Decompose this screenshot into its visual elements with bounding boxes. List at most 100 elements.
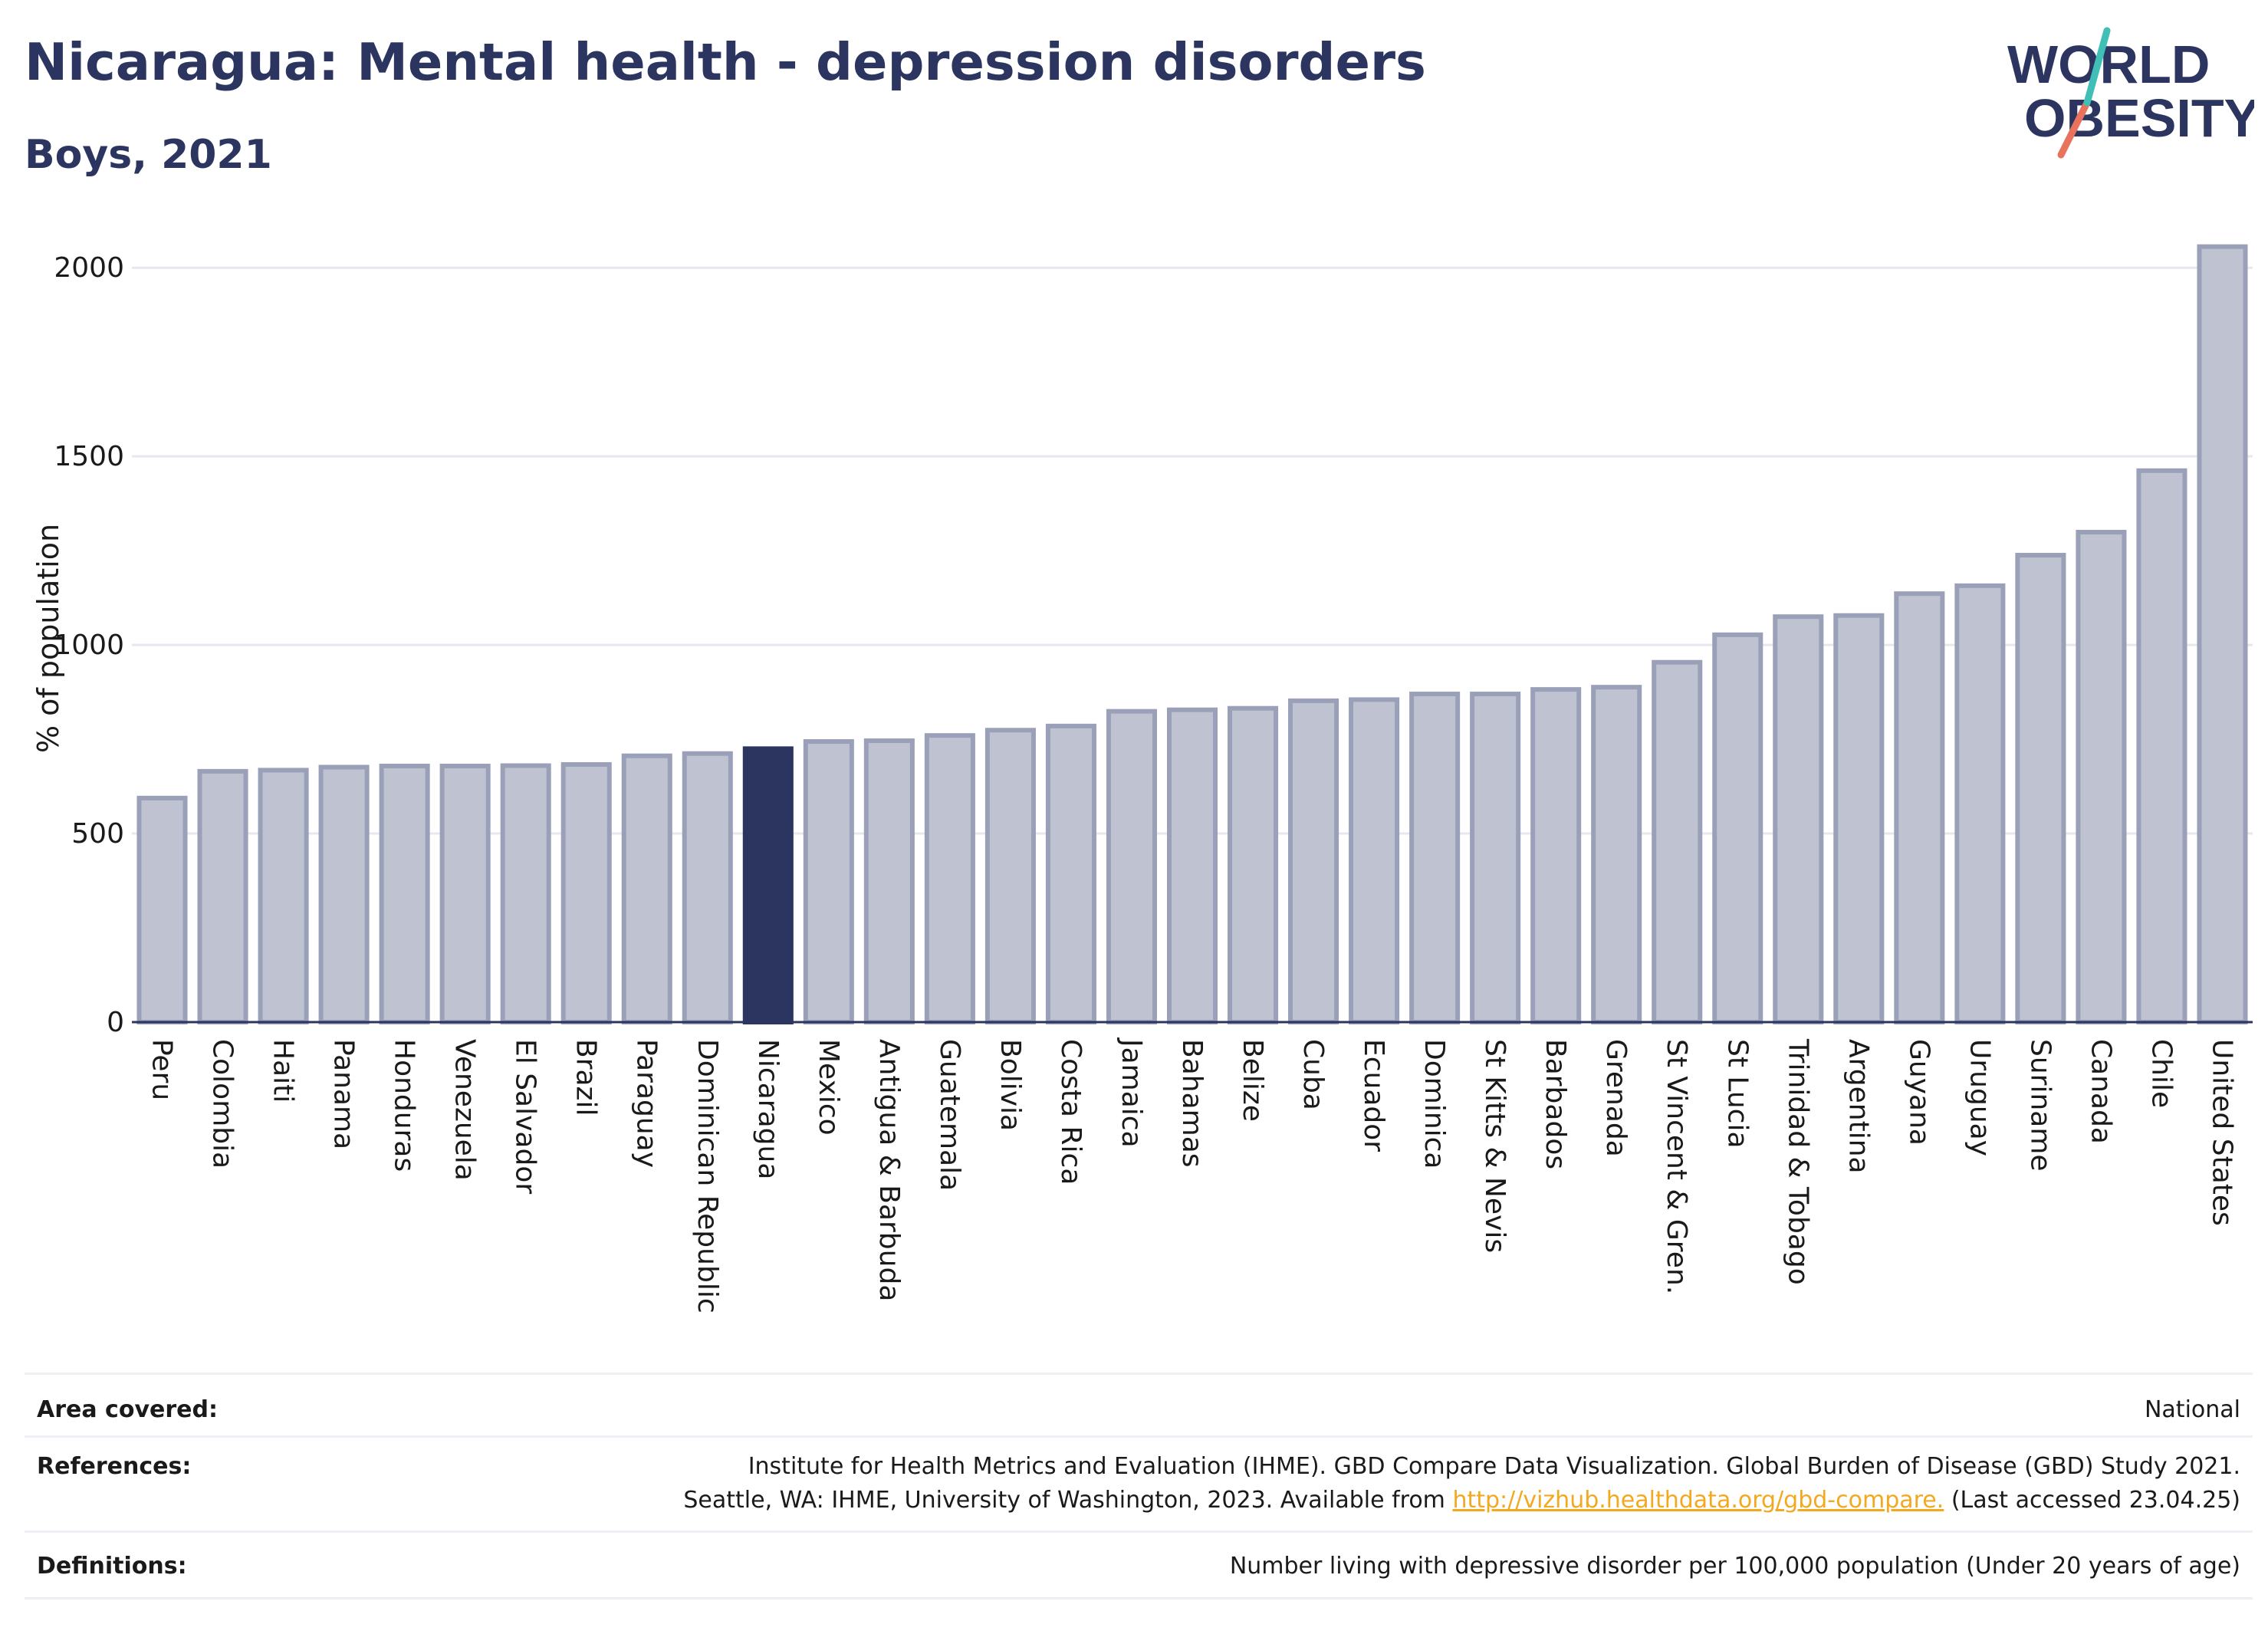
bar-bahamas [1166, 707, 1218, 1025]
y-axis-title: % of population [31, 524, 65, 753]
bar-st-kitts-nevis [1470, 692, 1521, 1024]
bar-colombia [197, 768, 248, 1025]
chart-title: Nicaragua: Mental health - depression di… [25, 32, 1426, 92]
bar-brazil [560, 762, 612, 1024]
y-tick-label: 0 [107, 1007, 124, 1038]
x-tick-label: Bahamas [1176, 1039, 1208, 1168]
x-tick-label: Bolivia [994, 1039, 1026, 1131]
x-tick-label: Costa Rica [1055, 1039, 1086, 1185]
bar-jamaica [1106, 709, 1158, 1024]
bar-bolivia [984, 728, 1036, 1024]
references-line1: Institute for Health Metrics and Evaluat… [748, 1453, 2240, 1480]
x-tick-label: Belize [1237, 1039, 1268, 1122]
bar-dominican-republic [682, 751, 733, 1024]
x-tick-label: Honduras [389, 1039, 420, 1172]
x-tick-label: Chile [2145, 1039, 2177, 1108]
bar-guyana [1894, 591, 1945, 1024]
y-tick-label: 1000 [54, 630, 124, 661]
area-covered-row: Area covered: National [25, 1373, 2253, 1438]
bar-peru [136, 795, 188, 1025]
references-line2-text: Seattle, WA: IHME, University of Washing… [683, 1487, 1453, 1514]
bar-chart: 0 500 1000 1500 2000 Peru Colombia Haiti Panama… [31, 244, 2253, 1313]
world-obesity-logo: WORLD OBESITY [2007, 27, 2254, 159]
references-link[interactable]: http://vizhub.healthdata.org/gbd-compare… [1452, 1487, 1944, 1514]
x-tick-label: Nicaragua [752, 1039, 784, 1179]
bar-panama [318, 764, 370, 1024]
bar-chile [2136, 468, 2187, 1024]
x-tick-label: Haiti [268, 1039, 299, 1103]
x-tick-label: Venezuela [449, 1039, 481, 1181]
x-tick-label: St Kitts & Nevis [1479, 1039, 1510, 1253]
references-value: Institute for Health Metrics and Evaluat… [683, 1450, 2240, 1517]
x-tick-label: St Lucia [1721, 1039, 1753, 1149]
x-tick-label: Dominica [1418, 1039, 1450, 1169]
bar-uruguay [1954, 583, 2006, 1024]
bar-guatemala [924, 733, 975, 1025]
references-label: References: [37, 1453, 192, 1480]
bars [136, 244, 2248, 1025]
x-tick-label: Antigua & Barbuda [873, 1039, 905, 1301]
x-tick-label: Guyana [1903, 1039, 1934, 1146]
y-tick-label: 2000 [54, 252, 124, 284]
x-tick-label: Brazil [570, 1039, 602, 1116]
bar-haiti [258, 768, 309, 1024]
x-tick-label: El Salvador [510, 1039, 541, 1194]
bar-trinidad-tobago [1773, 614, 1824, 1024]
bar-belize [1227, 705, 1279, 1024]
references-line2: Seattle, WA: IHME, University of Washing… [683, 1484, 2240, 1517]
x-tick-label: Argentina [1842, 1039, 1874, 1174]
bar-united-states [2197, 244, 2248, 1024]
x-tick-label: Barbados [1540, 1039, 1571, 1169]
x-tick-label: Canada [2085, 1039, 2116, 1144]
x-tick-label: Jamaica [1116, 1037, 1147, 1148]
bar-dominica [1409, 692, 1461, 1024]
bar-paraguay [621, 753, 672, 1024]
bar-canada [2076, 530, 2127, 1024]
x-tick-label: Dominican Republic [692, 1039, 723, 1313]
y-axis-ticks: 0 500 1000 1500 2000 [54, 252, 124, 1038]
bar-cuba [1288, 698, 1339, 1024]
bar-grenada [1591, 685, 1642, 1025]
bar-st-lucia [1712, 632, 1763, 1024]
x-tick-label: Guatemala [934, 1039, 965, 1191]
bar-honduras [379, 763, 430, 1024]
x-tick-label: Peru [146, 1039, 178, 1100]
bar-antigua-barbuda [863, 738, 915, 1024]
bar-barbados [1530, 687, 1582, 1024]
bar-venezuela [439, 763, 491, 1024]
x-tick-label: Cuba [1297, 1039, 1329, 1110]
x-axis-labels: Peru Colombia Haiti Panama Honduras Venezuela… [146, 1037, 2238, 1313]
x-tick-label: Suriname [2024, 1039, 2056, 1172]
bar-ecuador [1349, 697, 1400, 1025]
area-covered-value: National [2144, 1396, 2240, 1423]
bar-suriname [2015, 553, 2066, 1024]
x-tick-label: Colombia [207, 1039, 238, 1169]
bar-st-vincent-gren- [1652, 659, 1703, 1024]
y-tick-label: 1500 [54, 441, 124, 472]
logo-line1: WORLD [2007, 35, 2210, 94]
area-covered-label: Area covered: [37, 1396, 218, 1423]
definitions-label: Definitions: [37, 1553, 187, 1580]
bar-nicaragua [742, 746, 794, 1024]
bar-mexico [803, 739, 854, 1024]
x-tick-label: Uruguay [1964, 1039, 1995, 1156]
references-row: References: Institute for Health Metrics… [25, 1435, 2253, 1533]
logo-line2: OBESITY [2024, 88, 2254, 148]
info-table: Area covered: National References: Insti… [25, 1373, 2253, 1603]
x-tick-label: Mexico [813, 1039, 844, 1136]
definitions-value: Number living with depressive disorder p… [1229, 1553, 2240, 1580]
bar-costa-rica [1045, 723, 1096, 1024]
references-line2-suffix: (Last accessed 23.04.25) [1944, 1487, 2240, 1514]
x-tick-label: Paraguay [631, 1039, 662, 1168]
bar-el-salvador [500, 763, 551, 1024]
x-tick-label: United States [2206, 1039, 2237, 1226]
y-tick-label: 500 [71, 818, 124, 850]
bar-argentina [1833, 613, 1885, 1024]
x-tick-label: Panama [328, 1039, 360, 1149]
definitions-row: Definitions: Number living with depressi… [25, 1530, 2253, 1599]
x-tick-label: Ecuador [1358, 1039, 1389, 1152]
x-tick-label: Grenada [1600, 1039, 1632, 1157]
chart-subtitle: Boys, 2021 [25, 132, 272, 178]
x-tick-label: St Vincent & Gren. [1661, 1039, 1692, 1294]
x-tick-label: Trinidad & Tobago [1782, 1038, 1813, 1285]
